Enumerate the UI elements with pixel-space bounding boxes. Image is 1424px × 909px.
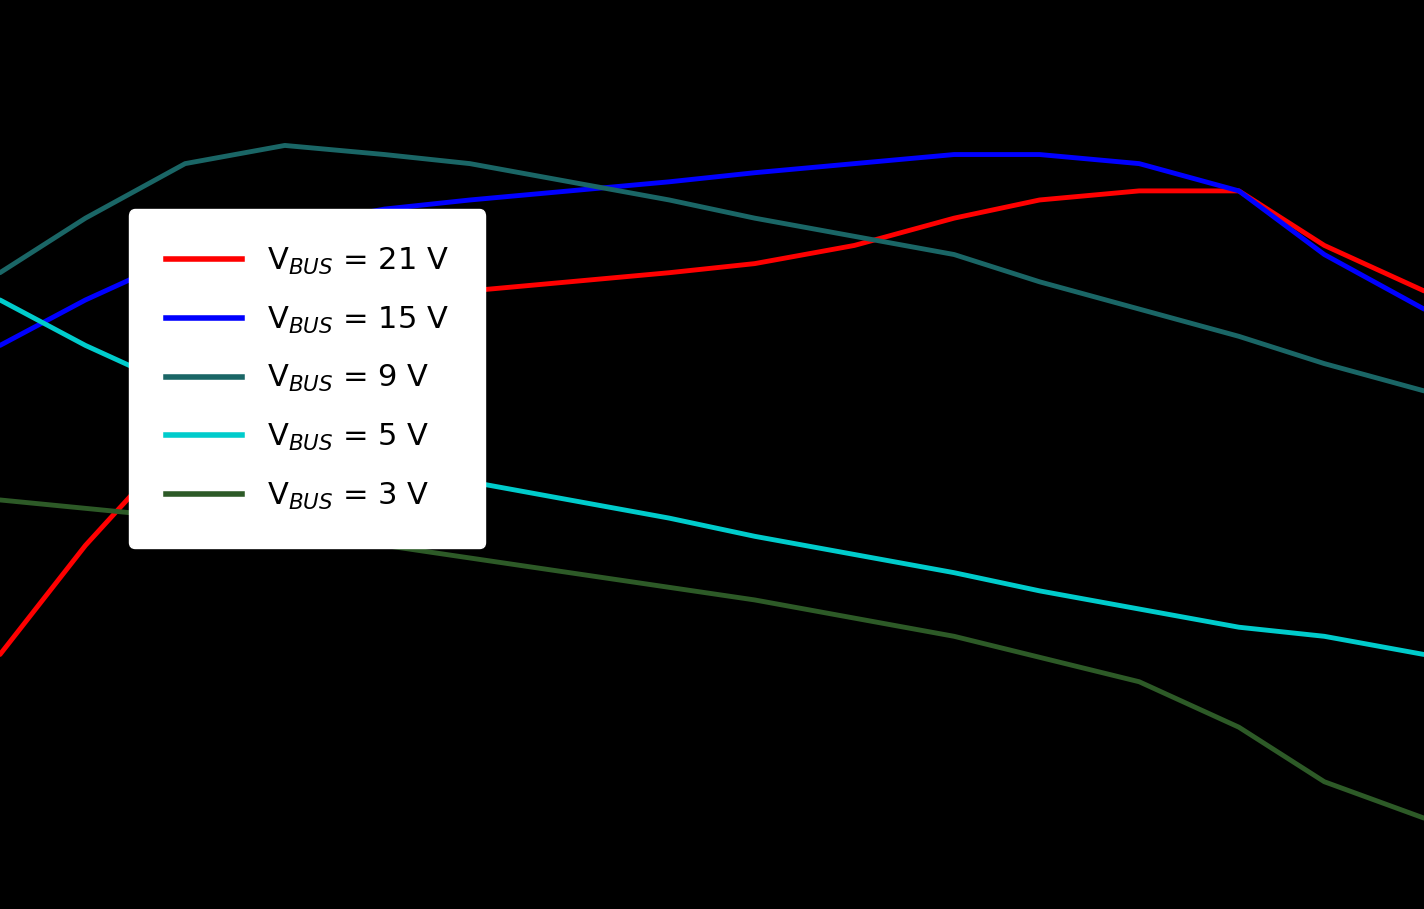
Legend: V$_{BUS}$ = 21 V, V$_{BUS}$ = 15 V, V$_{BUS}$ = 9 V, V$_{BUS}$ = 5 V, V$_{BUS}$ : V$_{BUS}$ = 21 V, V$_{BUS}$ = 15 V, V$_{… <box>130 209 486 548</box>
